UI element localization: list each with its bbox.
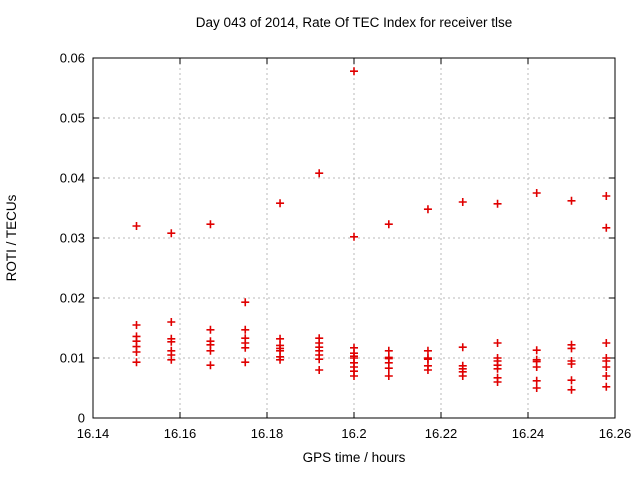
- data-point-marker: [132, 348, 141, 356]
- y-tick-label: 0.04: [60, 171, 85, 186]
- data-point-marker: [350, 232, 358, 241]
- data-point-marker: [602, 223, 611, 232]
- data-point-marker: [458, 372, 467, 380]
- data-point-marker: [493, 364, 502, 373]
- data-point-marker: [384, 372, 393, 380]
- data-point-marker: [602, 382, 611, 391]
- data-point-marker: [167, 229, 176, 238]
- data-point-marker: [602, 372, 611, 380]
- data-point-marker: [532, 346, 541, 355]
- plot-border: [92, 57, 616, 419]
- x-tick-label: 16.14: [77, 426, 110, 441]
- data-point-marker: [276, 355, 285, 364]
- data-point-marker: [532, 384, 541, 392]
- data-point-marker: [315, 366, 324, 374]
- data-point-marker: [167, 337, 176, 346]
- x-tick-label: 16.2: [341, 426, 366, 441]
- data-point-marker: [567, 376, 576, 385]
- data-point-marker: [493, 378, 502, 386]
- chart-title: Day 043 of 2014, Rate Of TEC Index for r…: [196, 15, 512, 30]
- data-point-marker: [206, 220, 215, 229]
- data-point-marker: [458, 343, 467, 352]
- y-axis-label: ROTI / TECUs: [4, 194, 19, 281]
- data-point-marker: [493, 339, 502, 347]
- plot-area: 16.14 16.16 16.18 16.2 16.22 16.24 16.26 0 0.01 0…: [60, 51, 632, 442]
- data-point-marker: [167, 318, 176, 326]
- y-tick-label: 0.03: [60, 231, 85, 246]
- data-point-marker: [206, 361, 215, 370]
- data-point-marker: [567, 196, 576, 205]
- data-point-marker: [567, 360, 576, 368]
- data-point-marker: [602, 339, 611, 347]
- data-point-marker: [132, 321, 141, 329]
- data-point-marker: [276, 199, 285, 208]
- x-tick-label: 16.26: [599, 426, 632, 441]
- data-point-marker: [167, 355, 176, 364]
- y-tick-label: 0.02: [60, 291, 85, 306]
- data-point-marker: [532, 189, 541, 197]
- y-tick-label: 0.05: [60, 111, 85, 126]
- data-point-marker: [602, 192, 611, 200]
- data-point-marker: [384, 364, 393, 373]
- data-point-marker: [567, 385, 576, 394]
- y-tick-label: 0: [78, 411, 85, 426]
- data-point-marker: [458, 198, 467, 206]
- data-point-marker: [206, 325, 215, 334]
- data-point-marker: [241, 358, 250, 367]
- x-tick-label: 16.22: [425, 426, 458, 441]
- data-point-marker: [532, 363, 541, 371]
- data-point-marker: [567, 344, 576, 353]
- data-point-marker: [315, 355, 324, 364]
- data-point-marker: [241, 343, 250, 352]
- x-tick-label: 16.18: [251, 426, 284, 441]
- data-point-marker: [315, 169, 324, 178]
- data-point-marker: [241, 325, 250, 334]
- data-point-marker: [602, 363, 611, 371]
- data-point-marker: [350, 67, 358, 76]
- y-tick-label: 0.06: [60, 51, 85, 66]
- x-tick-label: 16.24: [512, 426, 545, 441]
- data-point-marker: [532, 376, 541, 385]
- data-point-marker: [132, 222, 141, 230]
- data-point-marker: [206, 346, 215, 355]
- data-point-marker: [493, 199, 502, 208]
- data-point-marker: [423, 366, 432, 374]
- x-tick-label: 16.16: [164, 426, 197, 441]
- x-axis-label: GPS time / hours: [303, 450, 406, 465]
- data-point-marker: [384, 220, 393, 229]
- data-point-marker: [132, 358, 141, 367]
- data-point-marker: [423, 205, 432, 214]
- data-point-marker: [241, 298, 250, 307]
- data-point-marker: [350, 372, 358, 380]
- y-tick-label: 0.01: [60, 351, 85, 366]
- data-point-marker: [423, 346, 432, 355]
